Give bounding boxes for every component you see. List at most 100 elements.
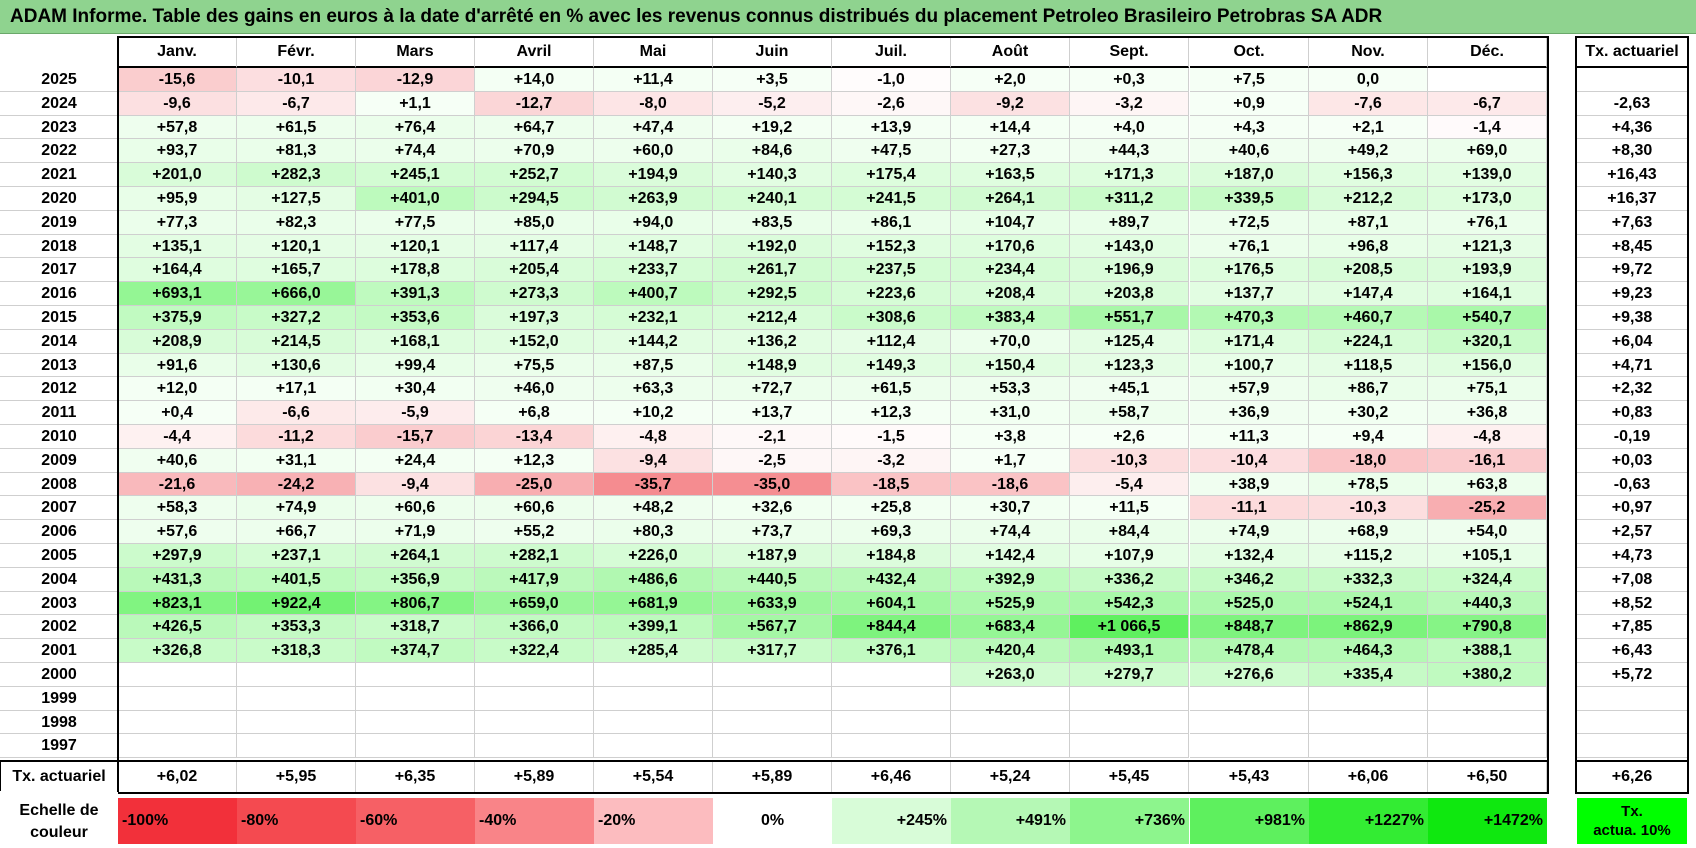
table-cell: +12,3	[832, 401, 951, 425]
table-cell: +208,5	[1309, 258, 1428, 283]
table-cell: -9,6	[118, 91, 237, 116]
table-cell: -13,4	[475, 425, 594, 449]
table-cell: -35,0	[713, 472, 832, 497]
table-cell: +353,3	[237, 615, 356, 640]
footer-top-line	[0, 760, 1549, 762]
scale-swatch: +736%	[1070, 798, 1189, 844]
table-cell: +0,4	[118, 401, 237, 425]
table-cell: +120,1	[356, 234, 475, 259]
table-cell: +187,0	[1190, 163, 1309, 187]
table-cell	[1070, 710, 1189, 735]
table-cell: +252,7	[475, 163, 594, 187]
table-cell: +10,2	[594, 401, 713, 425]
table-cell: +173,0	[1428, 187, 1547, 211]
table-cell: +187,9	[713, 544, 832, 568]
table-cell: +366,0	[475, 615, 594, 640]
table-cell: +74,4	[356, 139, 475, 164]
table-cell: +156,0	[1428, 353, 1547, 378]
table-cell: +192,0	[713, 234, 832, 259]
table-cell: +12,0	[118, 377, 237, 402]
frame-top-line-rate	[1575, 36, 1689, 38]
year-label: 2006	[0, 520, 118, 544]
year-label: 2019	[0, 211, 118, 235]
table-cell: +83,5	[713, 210, 832, 235]
table-cell: -10,4	[1190, 448, 1309, 473]
table-cell: +440,5	[713, 567, 832, 592]
table-cell: +1,1	[356, 91, 475, 116]
table-cell: +135,1	[118, 234, 237, 259]
table-cell: +70,9	[475, 139, 594, 164]
table-cell	[1070, 686, 1189, 711]
table-cell: +156,3	[1309, 163, 1428, 187]
table-cell	[1309, 710, 1428, 735]
scale-swatch: +491%	[951, 798, 1070, 844]
scale-label-line1: Echelle de	[19, 802, 99, 819]
table-cell: +75,5	[475, 353, 594, 378]
table-cell	[1070, 734, 1189, 759]
table-cell: +164,1	[1428, 282, 1547, 306]
table-cell	[951, 686, 1070, 711]
table-cell: +380,2	[1428, 663, 1547, 687]
rate-cell: +0,03	[1577, 449, 1687, 473]
table-cell: +58,7	[1070, 401, 1189, 425]
frame-top-line	[118, 36, 1548, 38]
year-label: 2018	[0, 235, 118, 259]
table-cell: +125,4	[1070, 329, 1189, 354]
table-cell	[832, 710, 951, 735]
table-cell: -4,8	[1428, 425, 1547, 449]
scale-swatch: -60%	[356, 798, 475, 844]
footer-cell: +5,95	[237, 761, 356, 792]
table-cell: +46,0	[475, 377, 594, 402]
rate-cell: +0,97	[1577, 496, 1687, 521]
table-cell	[832, 734, 951, 759]
table-cell: +432,4	[832, 567, 951, 592]
table-cell: +493,1	[1070, 639, 1189, 663]
rate-cell: +0,83	[1577, 401, 1687, 425]
table-cell: +399,1	[594, 615, 713, 640]
footer-cell: +6,35	[356, 761, 475, 792]
table-cell	[594, 734, 713, 759]
table-cell: +76,4	[356, 115, 475, 140]
table-cell: +13,7	[713, 401, 832, 425]
table-cell: +60,0	[594, 139, 713, 164]
table-cell: +6,8	[475, 401, 594, 425]
table-cell: -5,2	[713, 91, 832, 116]
footer-cell: +5,43	[1190, 761, 1309, 792]
rate-cell: +5,72	[1577, 663, 1687, 687]
month-header: Juil.	[832, 38, 951, 68]
table-cell: +38,9	[1190, 472, 1309, 497]
table-cell: +263,9	[594, 187, 713, 211]
table-cell: +60,6	[356, 496, 475, 521]
table-cell: -3,2	[832, 448, 951, 473]
table-cell: +77,3	[118, 210, 237, 235]
table-cell: +75,1	[1428, 377, 1547, 402]
table-cell: -3,2	[1070, 91, 1189, 116]
table-cell: +170,6	[951, 234, 1070, 259]
year-label: 2007	[0, 496, 118, 521]
table-cell: +127,5	[237, 187, 356, 211]
table-cell: +440,3	[1428, 591, 1547, 616]
table-cell	[1190, 734, 1309, 759]
table-cell: +426,5	[118, 615, 237, 640]
year-label: 1999	[0, 687, 118, 711]
table-cell: +693,1	[118, 282, 237, 306]
table-cell	[356, 686, 475, 711]
table-cell: +470,3	[1190, 306, 1309, 330]
table-cell: +148,9	[713, 353, 832, 378]
scale-label-line2: couleur	[30, 824, 88, 841]
table-cell: +294,5	[475, 187, 594, 211]
table-cell: -1,4	[1428, 115, 1547, 140]
table-cell: +234,4	[951, 258, 1070, 283]
table-cell: +25,8	[832, 496, 951, 521]
table-cell: +683,4	[951, 615, 1070, 640]
table-cell	[1428, 710, 1547, 735]
table-cell: +27,3	[951, 139, 1070, 164]
table-cell: +95,9	[118, 187, 237, 211]
table-cell: +74,9	[1190, 520, 1309, 544]
table-cell: +74,4	[951, 520, 1070, 544]
table-cell: +374,7	[356, 639, 475, 663]
month-header: Sept.	[1070, 38, 1189, 68]
table-cell: +112,4	[832, 329, 951, 354]
table-cell	[832, 663, 951, 687]
table-cell: +118,5	[1309, 353, 1428, 378]
